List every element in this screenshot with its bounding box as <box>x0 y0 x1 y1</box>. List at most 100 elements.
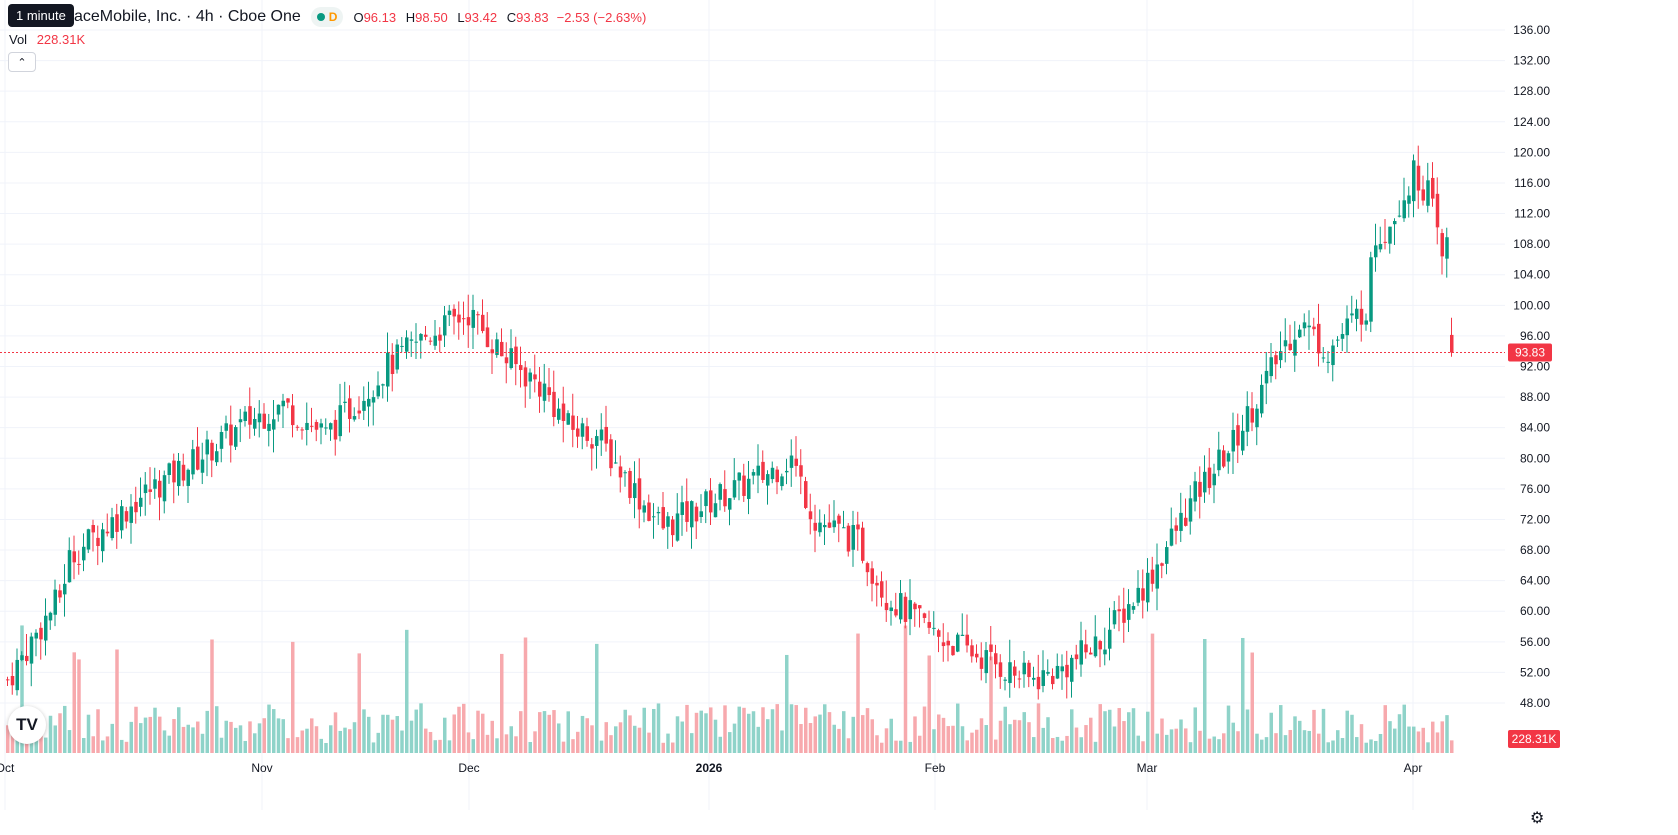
volume-bar <box>44 737 48 753</box>
volume-bar <box>134 706 138 753</box>
volume-bar <box>718 736 722 753</box>
volume-bar <box>1269 712 1273 753</box>
candle-body <box>937 630 941 637</box>
volume-bar <box>1321 708 1326 753</box>
candle-body <box>262 413 266 429</box>
volume-bar <box>1055 736 1060 753</box>
volume-bar <box>196 721 200 753</box>
volume-bar <box>1264 737 1269 753</box>
candle-body <box>82 546 86 561</box>
market-open-dot-icon <box>316 13 325 21</box>
y-tick-label: 76.00 <box>1520 482 1550 496</box>
volume-bar <box>1450 740 1454 753</box>
tradingview-logo-icon[interactable]: TV <box>8 706 46 744</box>
volume-bar <box>1127 712 1131 753</box>
volume-bar <box>1150 633 1155 753</box>
volume-bar <box>1036 703 1041 753</box>
volume-bar <box>704 713 708 753</box>
y-tick-label: 92.00 <box>1520 360 1550 374</box>
volume-bar <box>6 725 10 753</box>
candle-body <box>1345 318 1349 336</box>
candle-body <box>1302 322 1307 329</box>
gear-icon[interactable]: ⚙ <box>1530 810 1545 827</box>
volume-bar <box>870 719 874 753</box>
candle-body <box>243 411 247 422</box>
candle-body <box>1260 384 1264 414</box>
candle-body <box>794 458 798 466</box>
high-value: 98.50 <box>415 9 448 25</box>
collapse-legend-button[interactable]: ⌃ <box>8 52 36 72</box>
candle-body <box>1051 675 1055 685</box>
volume-bar <box>352 722 357 753</box>
volume-bar <box>357 653 361 753</box>
symbol-title[interactable]: aceMobile, Inc. · 4h · Cboe One <box>74 8 301 25</box>
volume-bar <box>1160 718 1164 753</box>
volume-bar <box>485 734 490 753</box>
volume-bar <box>680 721 684 753</box>
last-price-badge: 93.83 <box>1508 343 1552 362</box>
volume-bar <box>400 730 404 753</box>
y-tick-label: 112.00 <box>1514 207 1550 221</box>
candle-body <box>1435 193 1440 228</box>
candle-body <box>623 472 627 474</box>
volume-bar <box>1098 704 1102 753</box>
candle-body <box>666 516 670 527</box>
candle-body <box>381 384 385 386</box>
volume-bar <box>523 637 528 753</box>
volume-bar <box>376 732 380 753</box>
candle-body <box>941 642 946 647</box>
candle-body <box>761 461 765 480</box>
candle-body <box>1155 564 1159 589</box>
candle-body <box>552 391 556 418</box>
open-label: O <box>353 9 364 25</box>
candle-body <box>1393 221 1397 225</box>
candle-body <box>295 426 300 428</box>
volume-bar <box>922 706 927 753</box>
volume-bar <box>143 717 148 753</box>
candle-body <box>162 475 167 502</box>
candle-body <box>580 423 585 437</box>
volume-bar <box>1407 726 1411 753</box>
volume-bar <box>167 735 171 753</box>
candle-body <box>324 427 328 429</box>
candle-body <box>305 422 309 430</box>
volume-bar <box>728 732 732 753</box>
volume-bar <box>1231 722 1235 753</box>
candle-body <box>447 310 452 315</box>
volume-bar <box>1412 726 1416 753</box>
volume-bar <box>409 720 414 753</box>
candle-body <box>946 640 950 646</box>
candle-body <box>590 444 594 449</box>
candle-body <box>994 653 998 665</box>
volume-bar <box>1241 637 1245 753</box>
volume-bar <box>1003 706 1007 753</box>
volume-bar <box>191 727 195 753</box>
candle-body <box>1255 408 1259 428</box>
volume-bar <box>428 731 433 753</box>
volume-bar <box>205 710 209 753</box>
volume-bar <box>1364 742 1368 753</box>
volume-bar <box>91 736 95 753</box>
volume-bar <box>770 709 775 753</box>
volume-bar <box>1383 705 1387 753</box>
candle-body <box>832 520 836 528</box>
volume-bar <box>105 736 110 753</box>
candle-body <box>927 621 931 628</box>
volume-bar <box>262 718 266 753</box>
candle-body <box>770 467 775 480</box>
y-tick-label: 80.00 <box>1520 451 1550 465</box>
volume-bar <box>1008 724 1012 753</box>
volume-bar <box>324 742 328 753</box>
volume-bar <box>1179 719 1183 753</box>
volume-bar <box>732 723 737 753</box>
volume-bar <box>101 740 105 753</box>
candle-body <box>39 627 43 640</box>
market-status[interactable]: D <box>310 7 344 27</box>
candle-body <box>633 483 637 499</box>
candle-body <box>1217 449 1221 471</box>
candle-body <box>253 418 257 429</box>
candle-body <box>732 480 737 498</box>
volume-bar <box>1435 732 1440 753</box>
volume-bar <box>86 714 91 753</box>
